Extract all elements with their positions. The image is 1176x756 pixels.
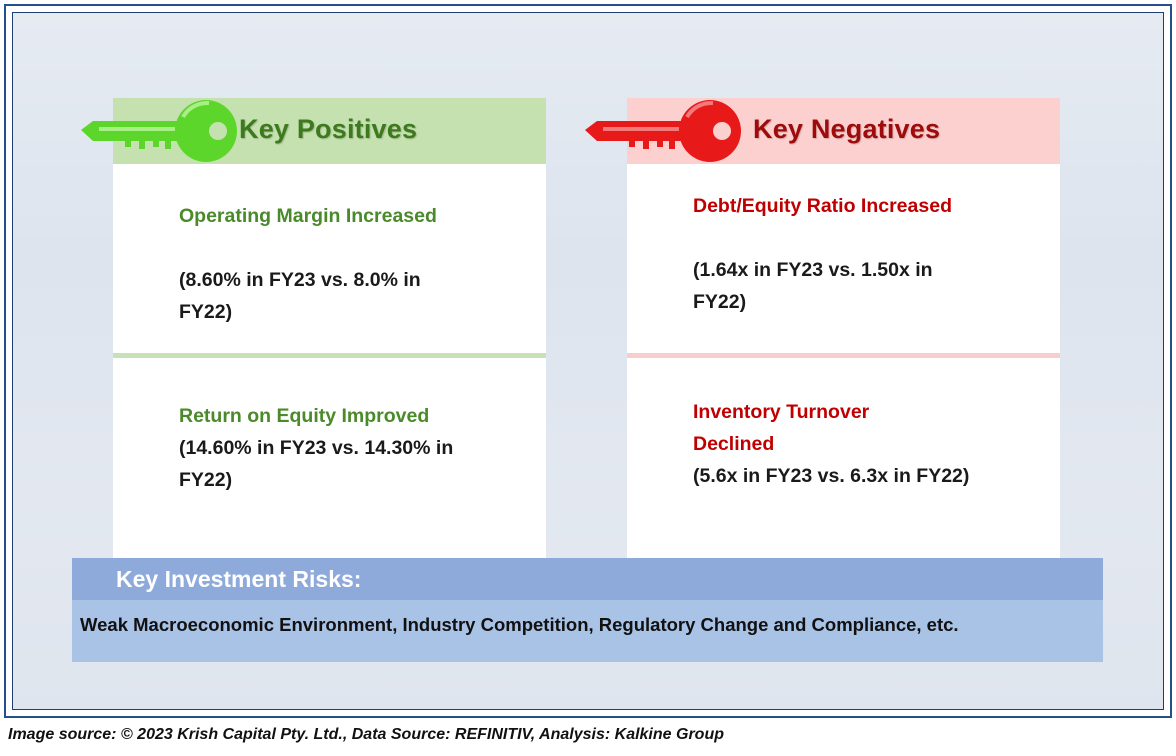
negatives-divider [627, 353, 1060, 358]
key-investment-risks-text: Weak Macroeconomic Environment, Industry… [80, 614, 959, 635]
negative-item-1-title: Debt/Equity Ratio Increased [693, 195, 952, 217]
key-positives-panel: Key Positives Operating Margin Increased… [113, 98, 546, 560]
positive-item-2-detail: (14.60% in FY23 vs. 14.30% in FY22) [179, 437, 454, 491]
key-investment-risks-title: Key Investment Risks: [116, 566, 362, 592]
positive-item-2-title: Return on Equity Improved [179, 405, 430, 427]
key-investment-risks-header: Key Investment Risks: [72, 558, 1103, 600]
key-investment-risks-box: Key Investment Risks: Weak Macroeconomic… [72, 558, 1103, 662]
key-negatives-title: Key Negatives [753, 114, 941, 144]
key-negatives-panel: Key Negatives Debt/Equity Ratio Increase… [627, 98, 1060, 560]
infographic-frame: Key Positives Operating Margin Increased… [4, 4, 1172, 718]
infographic-canvas: Key Positives Operating Margin Increased… [12, 12, 1164, 710]
positive-item-1-detail: (8.60% in FY23 vs. 8.0% in FY22) [179, 269, 421, 323]
positives-divider [113, 353, 546, 358]
image-source-caption: Image source: © 2023 Krish Capital Pty. … [8, 726, 724, 743]
positive-item-1-title: Operating Margin Increased [179, 205, 437, 227]
key-positives-title: Key Positives [239, 114, 418, 144]
negative-item-2-title: Inventory Turnover Declined [693, 401, 870, 455]
green-key-icon [81, 100, 237, 162]
red-key-icon [585, 100, 741, 162]
negative-item-2-detail: (5.6x in FY23 vs. 6.3x in FY22) [693, 465, 970, 487]
negative-item-1-detail: (1.64x in FY23 vs. 1.50x in FY22) [693, 259, 933, 313]
